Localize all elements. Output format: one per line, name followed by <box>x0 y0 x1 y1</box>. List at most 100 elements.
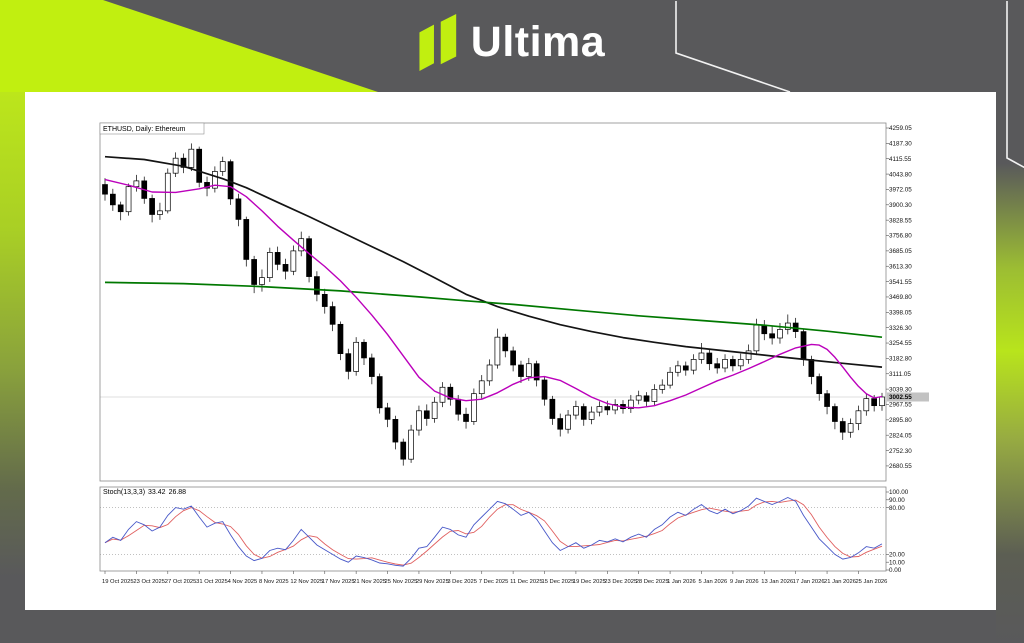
candle-body <box>219 161 226 172</box>
candle-body <box>533 363 540 381</box>
stoch-panel-frame <box>99 486 887 572</box>
candle-body <box>353 341 360 372</box>
candle-body <box>117 204 124 213</box>
candle-body <box>274 252 281 265</box>
price-tick-label: 2752.30 <box>889 448 912 455</box>
price-axis: 4259.05 4187.30 4115.55 4043.80 3972.05 3900.… <box>886 125 912 574</box>
candle-body <box>777 329 783 339</box>
candle-body <box>651 389 658 402</box>
date-tick-label: 25 Jan 2026 <box>855 579 887 585</box>
price-tick-label: 3326.30 <box>889 325 912 332</box>
chart-canvas[interactable]: 4259.05 4187.30 4115.55 4043.80 3972.05 3900.… <box>25 92 996 610</box>
price-tick-label: 3398.05 <box>889 310 912 317</box>
candle-body <box>510 350 516 366</box>
date-tick-label: 19 Oct 2025 <box>102 579 134 585</box>
candle-body <box>400 441 407 460</box>
candle-body <box>667 371 673 386</box>
date-tick-label: 23 Dec 2025 <box>604 579 637 585</box>
price-tick-label: 4115.55 <box>889 156 912 163</box>
candle-body <box>204 182 210 189</box>
chart-title: ETHUSD, Daily: Ethereum <box>103 125 186 133</box>
price-tick-label: 3685.05 <box>889 248 912 255</box>
candle-body <box>627 399 634 410</box>
candle-body <box>557 418 564 430</box>
candle-body <box>832 406 838 422</box>
stoch-tick-label: 80.00 <box>889 505 905 512</box>
candle-body <box>690 359 697 371</box>
candle-body <box>180 157 187 168</box>
bid-price-label: 3002.55 <box>889 394 912 401</box>
candle-body <box>266 252 273 279</box>
candle-body <box>251 259 257 285</box>
candle-body <box>871 398 878 407</box>
stoch-tick-label: 0.00 <box>889 567 902 574</box>
price-tick-label: 3469.80 <box>889 294 912 301</box>
candle-body <box>525 363 532 377</box>
candle-body <box>808 359 815 377</box>
stochastic-label: Stoch(13,3,3) 33.42 26.88 <box>103 489 186 496</box>
candle-body <box>361 341 367 359</box>
candle-body <box>290 250 297 272</box>
candle-body <box>635 395 642 401</box>
candle-body <box>188 148 195 168</box>
candle-body <box>816 376 823 395</box>
candle-body <box>675 365 681 373</box>
candle-body <box>769 333 775 339</box>
date-tick-label: 17 Jan 2026 <box>793 579 825 585</box>
date-tick-label: 21 Nov 2025 <box>353 579 386 585</box>
lime-wedge-background <box>0 0 378 92</box>
date-tick-label: 5 Jan 2026 <box>698 579 727 585</box>
candle-body <box>573 406 579 416</box>
price-tick-label: 2895.80 <box>889 417 912 424</box>
price-tick-label: 4187.30 <box>889 141 912 148</box>
date-tick-label: 11 Dec 2025 <box>510 579 542 585</box>
candle-body <box>447 386 454 400</box>
candle-body <box>157 210 163 215</box>
candle-body <box>329 306 336 325</box>
candle-body <box>847 423 854 433</box>
date-tick-label: 8 Nov 2025 <box>259 579 289 585</box>
candle-body <box>455 398 462 415</box>
candle-body <box>612 404 619 411</box>
candle-body <box>824 393 830 407</box>
ultima-logo: Ultima <box>419 13 605 71</box>
candle-body <box>596 406 603 413</box>
candle-body <box>643 395 650 402</box>
candle-body <box>588 411 595 420</box>
logo-right-bar <box>440 13 457 65</box>
candle-body <box>565 414 571 430</box>
date-tick-label: 31 Oct 2025 <box>196 579 228 585</box>
candle-body <box>235 198 242 220</box>
candle-body <box>306 238 312 277</box>
date-tick-label: 9 Jan 2026 <box>730 579 759 585</box>
candle-body <box>745 350 752 360</box>
candle-body <box>368 357 375 377</box>
candle-body <box>706 352 713 365</box>
candle-body <box>761 324 768 335</box>
date-tick-label: 29 Nov 2025 <box>416 579 449 585</box>
bid-price-box <box>887 392 929 402</box>
medium-ma-line <box>104 281 883 339</box>
fast-ma-line <box>104 178 883 409</box>
candle-body <box>463 413 469 422</box>
candle-body <box>863 398 870 412</box>
candles <box>102 143 885 466</box>
date-tick-label: 13 Jan 2026 <box>761 579 793 585</box>
chart-title-box <box>99 122 205 135</box>
logo-left-bar <box>419 24 434 71</box>
date-tick-label: 17 Nov 2025 <box>322 579 355 585</box>
date-tick-label: 27 Oct 2025 <box>165 579 197 585</box>
candle-body <box>682 365 689 371</box>
price-tick-label: 3111.05 <box>889 371 911 378</box>
candle-body <box>494 336 501 366</box>
candle-body <box>259 277 265 285</box>
ultima-logo-text: Ultima <box>470 17 606 66</box>
candle-body <box>243 219 250 260</box>
candle-body <box>314 276 320 295</box>
candle-body <box>698 352 705 360</box>
candle-body <box>549 398 556 419</box>
date-tick-label: 15 Dec 2025 <box>542 579 575 585</box>
candle-body <box>518 364 524 377</box>
candle-body <box>659 384 666 390</box>
